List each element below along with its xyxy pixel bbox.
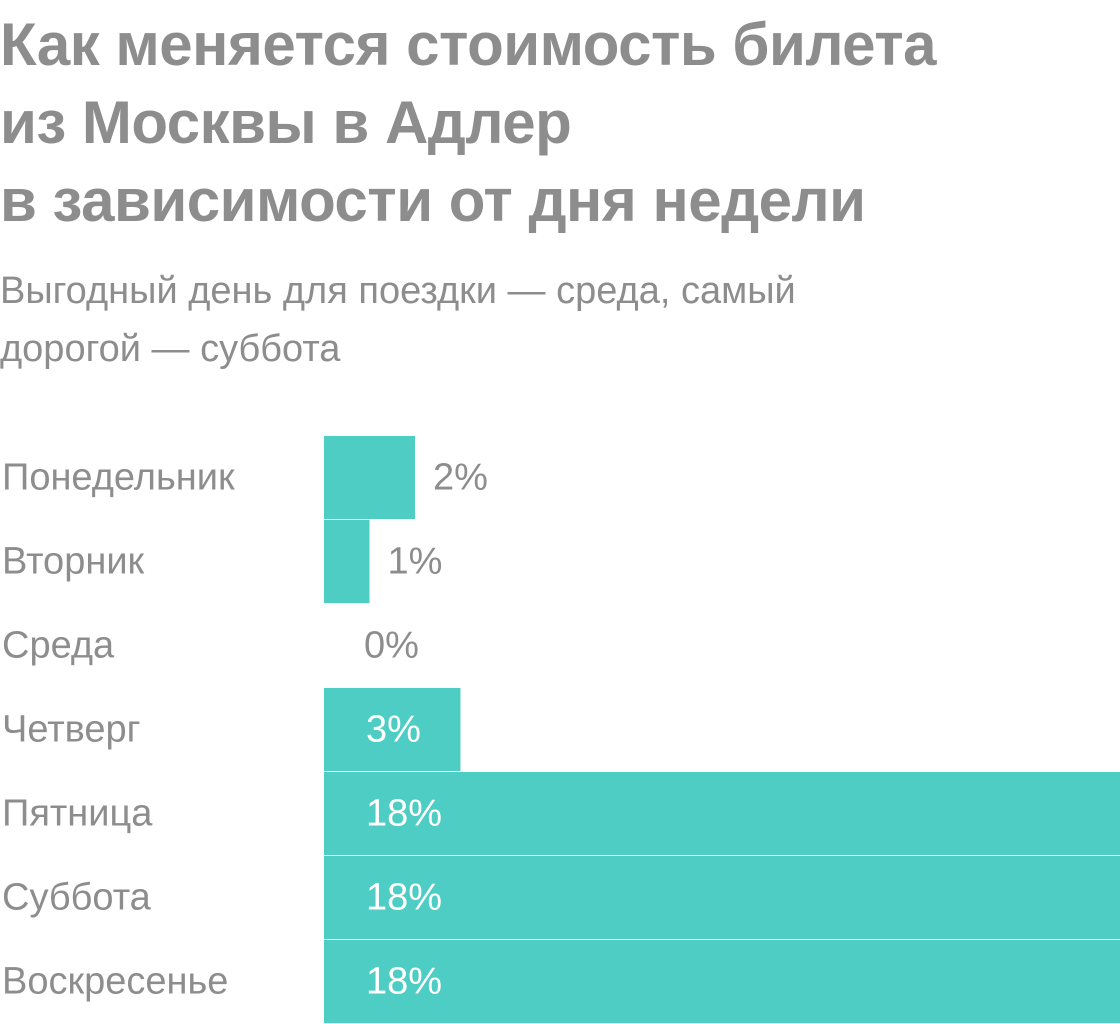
bar [324, 772, 1120, 855]
value-label: 18% [366, 961, 442, 1003]
category-label: Воскресенье [2, 961, 228, 1003]
category-label: Вторник [2, 541, 145, 583]
category-label: Пятница [2, 793, 153, 835]
bar-chart: Понедельник 2% Вторник 1% Среда 0% Четверг 3% Пя… [2, 436, 1120, 1023]
bar [324, 436, 415, 519]
category-label: Суббота [2, 877, 152, 919]
value-label: 3% [366, 709, 421, 751]
bar [324, 940, 1120, 1023]
chart-subtitle: Выгодный день для поездки — среда, самый… [0, 262, 1110, 378]
chart-title-line-1: Как меняется стоимость билета [0, 11, 937, 78]
category-label: Четверг [2, 709, 141, 751]
value-label: 0% [364, 625, 419, 667]
chart-title: Как меняется стоимость билета из Москвы … [0, 6, 1110, 240]
value-label: 2% [433, 457, 488, 499]
chart-subtitle-line-2: дорогой — суббота [0, 328, 341, 370]
chart-title-line-2: из Москвы в Адлер [0, 89, 572, 156]
category-label: Среда [2, 625, 115, 667]
value-label: 1% [387, 541, 442, 583]
chart-subtitle-line-1: Выгодный день для поездки — среда, самый [0, 270, 796, 312]
value-label: 18% [366, 877, 442, 919]
chart-title-line-3: в зависимости от дня недели [0, 167, 866, 234]
bar [324, 520, 370, 603]
value-label: 18% [366, 793, 442, 835]
category-label: Понедельник [2, 457, 235, 499]
bar [324, 688, 461, 771]
bar [324, 856, 1120, 939]
